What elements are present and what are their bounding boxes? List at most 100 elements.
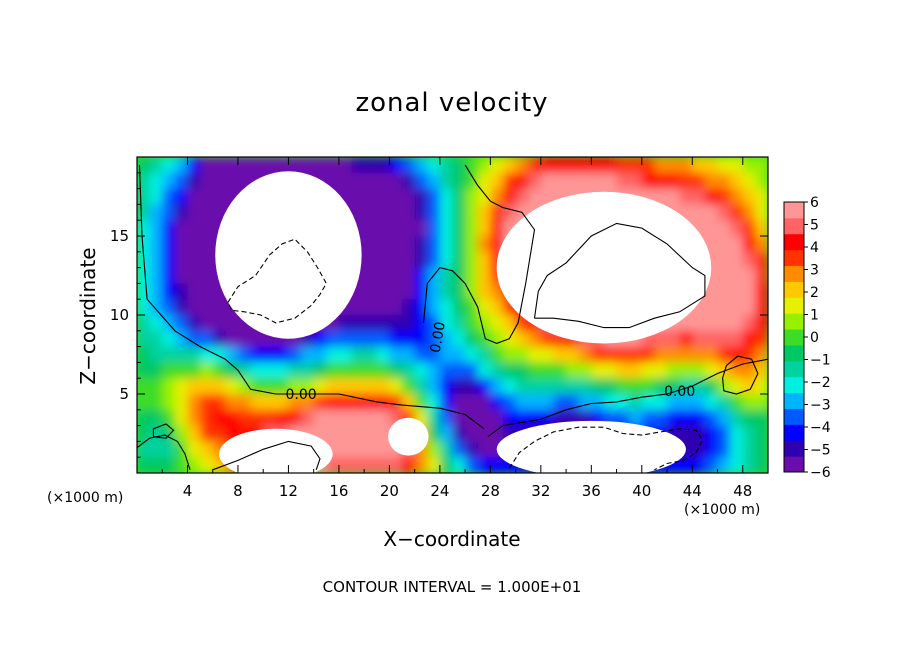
heatmap-cell [616, 362, 630, 379]
heatmap-cell [137, 346, 151, 364]
heatmap-cell [641, 362, 656, 379]
heatmap-cell [730, 425, 744, 443]
heatmap-cell [667, 188, 681, 206]
heatmap-cell [515, 409, 530, 427]
heatmap-cell [364, 157, 378, 174]
heatmap-cell [755, 346, 768, 364]
heatmap-cell [704, 441, 719, 458]
heatmap-cell [174, 220, 189, 237]
heatmap-cell [629, 172, 643, 190]
heatmap-cell [263, 378, 277, 395]
heatmap-cell [692, 188, 706, 206]
heatmap-cell [402, 394, 416, 411]
heatmap-cell [641, 394, 656, 411]
heatmap-cell [591, 362, 605, 379]
heatmap-cell [452, 236, 466, 253]
heatmap-cell [439, 394, 454, 411]
heatmap-cell [704, 236, 719, 253]
heatmap-cell [149, 283, 164, 300]
colorbar-swatch [784, 456, 804, 473]
heatmap-cell [149, 299, 164, 316]
heatmap-cell [477, 283, 492, 300]
heatmap-cell [162, 251, 176, 269]
colorbar-swatch [784, 265, 804, 282]
heatmap-cell [376, 362, 391, 379]
colorbar-swatch [784, 424, 804, 441]
heatmap-cell [174, 346, 189, 364]
heatmap-cell [200, 378, 214, 395]
heatmap-cell [402, 188, 416, 206]
heatmap-cell [225, 409, 239, 427]
heatmap-cell [439, 409, 454, 427]
heatmap-cell [187, 441, 201, 458]
heatmap-cell [717, 409, 731, 427]
heatmap-cell [200, 362, 214, 379]
heatmap-cell [603, 172, 618, 190]
heatmap-cell [439, 267, 454, 285]
heatmap-cell [717, 425, 731, 443]
blank-regions [215, 171, 712, 473]
heatmap-cell [174, 204, 189, 221]
heatmap-cell [200, 330, 214, 348]
heatmap-cell [465, 330, 479, 348]
colorbar-swatch [784, 313, 804, 330]
heatmap-cell [137, 188, 151, 206]
contour-label-text: 0.00 [664, 384, 695, 400]
heatmap-cell [439, 362, 454, 379]
heatmap-cell [402, 330, 416, 348]
heatmap-cell [477, 172, 492, 190]
colorbar-tick-label: 4 [810, 240, 819, 256]
heatmap-cell [654, 188, 668, 206]
heatmap-cell [389, 172, 403, 190]
heatmap-cell [717, 267, 731, 285]
heatmap-cell [578, 346, 593, 364]
heatmap-cell [452, 204, 466, 221]
heatmap-cell [162, 378, 176, 395]
heatmap-cell [730, 299, 744, 316]
heatmap-cell [225, 378, 239, 395]
heatmap-cell [704, 283, 719, 300]
heatmap-cell [174, 315, 189, 332]
heatmap-cell [465, 362, 479, 379]
heatmap-cell [174, 172, 189, 190]
heatmap-cell [490, 299, 504, 316]
heatmap-cell [439, 425, 454, 443]
heatmap-cell [313, 157, 328, 174]
heatmap-cell [667, 409, 681, 427]
contour-line [422, 164, 536, 344]
heatmap-cell [452, 267, 466, 285]
heatmap-cell [616, 394, 630, 411]
heatmap-cell [338, 362, 353, 379]
heatmap-cell [755, 330, 768, 348]
colorbar-swatch [784, 344, 804, 362]
heatmap-cell [692, 362, 706, 379]
heatmap-cell [566, 362, 580, 379]
heatmap-cell [755, 188, 768, 206]
heatmap-cell [553, 346, 567, 364]
heatmap-cell [250, 330, 264, 348]
heatmap-cell [742, 157, 757, 174]
heatmap-cell [717, 299, 731, 316]
heatmap-cell [452, 330, 466, 348]
heatmap-cell [439, 172, 454, 190]
heatmap-cell [566, 172, 580, 190]
heatmap-cell [742, 236, 757, 253]
heatmap-cell [351, 204, 365, 221]
heatmap-cell [225, 346, 239, 364]
heatmap-cell [742, 251, 757, 269]
colorbar-swatch [784, 202, 804, 219]
blank-region [219, 428, 333, 473]
heatmap-cell [730, 251, 744, 269]
heatmap-cell [704, 220, 719, 237]
heatmap-cell [528, 394, 542, 411]
heatmap-cell [465, 457, 479, 473]
heatmap-cell [414, 457, 429, 473]
colorbar-tick-label: −1 [810, 353, 831, 369]
heatmap-cell [137, 378, 151, 395]
heatmap-cell [162, 299, 176, 316]
heatmap-cell [742, 441, 757, 458]
heatmap-cell [528, 362, 542, 379]
heatmap-cell [755, 378, 768, 395]
heatmap-cell [717, 378, 731, 395]
colorbar-tick-label: 6 [810, 195, 819, 211]
